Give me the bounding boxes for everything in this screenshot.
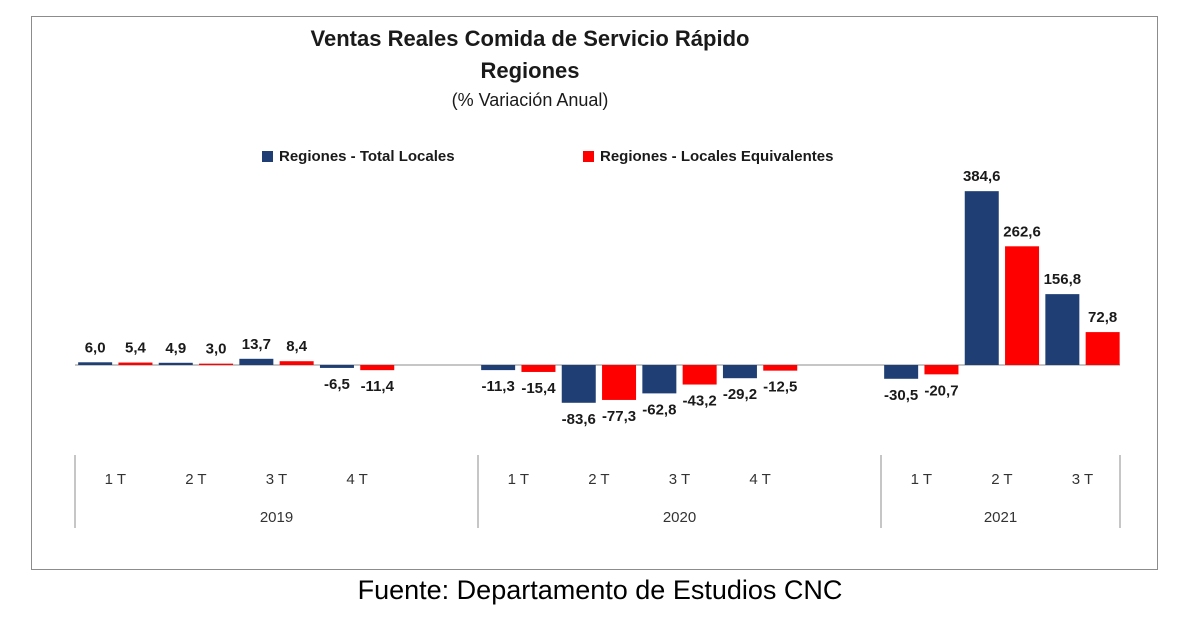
bar-total-locales xyxy=(1045,294,1080,365)
data-label-locales-equivalentes: -77,3 xyxy=(602,408,636,425)
bar-locales-equivalentes xyxy=(1085,332,1120,365)
category-label: 3 T xyxy=(669,471,690,488)
data-label-total-locales: -30,5 xyxy=(884,387,918,404)
legend-label-total-locales: Regiones - Total Locales xyxy=(279,148,455,165)
bar-locales-equivalentes xyxy=(360,365,395,371)
year-label: 2019 xyxy=(260,509,293,526)
data-label-locales-equivalentes: 262,6 xyxy=(1003,223,1041,240)
bar-total-locales xyxy=(722,365,757,379)
chart-subtitle: (% Variación Anual) xyxy=(451,90,609,110)
legend-swatch-total-locales xyxy=(262,151,273,162)
legend-swatch-locales-equivalentes xyxy=(583,151,594,162)
bar-total-locales xyxy=(239,358,274,365)
bar-locales-equivalentes xyxy=(602,365,637,400)
bar-total-locales xyxy=(481,365,516,371)
data-label-total-locales: 13,7 xyxy=(242,336,271,353)
bar-total-locales xyxy=(319,365,354,368)
data-label-total-locales: -11,3 xyxy=(481,378,514,395)
chart-title: Ventas Reales Comida de Servicio Rápido xyxy=(310,26,750,51)
bar-total-locales xyxy=(964,191,999,365)
bar-locales-equivalentes xyxy=(279,361,314,365)
source-note: Fuente: Departamento de Estudios CNC xyxy=(357,575,843,605)
bar-locales-equivalentes xyxy=(1005,246,1040,365)
category-label: 3 T xyxy=(266,471,287,488)
category-label: 1 T xyxy=(105,471,126,488)
bar-locales-equivalentes xyxy=(521,365,556,372)
bar-locales-equivalentes xyxy=(118,362,153,365)
bar-locales-equivalentes xyxy=(199,363,234,365)
category-label: 1 T xyxy=(911,471,932,488)
data-label-total-locales: 156,8 xyxy=(1044,271,1082,288)
data-label-locales-equivalentes: -20,7 xyxy=(924,382,958,399)
data-label-locales-equivalentes: 72,8 xyxy=(1088,309,1117,326)
data-label-total-locales: 4,9 xyxy=(165,340,186,357)
category-label: 3 T xyxy=(1072,471,1093,488)
chart-title-region: Regiones xyxy=(480,58,580,83)
legend-item-total-locales: Regiones - Total Locales xyxy=(262,148,455,165)
bar-locales-equivalentes xyxy=(682,365,717,385)
year-label: 2021 xyxy=(984,509,1017,526)
bar-total-locales xyxy=(561,365,596,403)
data-label-total-locales: -83,6 xyxy=(562,411,596,428)
data-label-total-locales: -62,8 xyxy=(642,401,676,418)
data-label-locales-equivalentes: 3,0 xyxy=(206,341,227,358)
year-label: 2020 xyxy=(663,509,696,526)
data-label-total-locales: -29,2 xyxy=(723,386,757,403)
category-label: 4 T xyxy=(749,471,770,488)
data-label-locales-equivalentes: -43,2 xyxy=(683,393,717,410)
data-label-total-locales: 6,0 xyxy=(85,339,106,356)
category-label: 4 T xyxy=(346,471,367,488)
data-label-total-locales: 384,6 xyxy=(963,168,1001,185)
bar-total-locales xyxy=(884,365,919,379)
bar-total-locales xyxy=(642,365,677,394)
category-label: 2 T xyxy=(991,471,1012,488)
data-label-locales-equivalentes: -12,5 xyxy=(763,379,797,396)
category-label: 1 T xyxy=(508,471,529,488)
legend-item-locales-equivalentes: Regiones - Locales Equivalentes xyxy=(583,148,833,165)
bar-locales-equivalentes xyxy=(924,365,959,375)
category-label: 2 T xyxy=(185,471,206,488)
bar-locales-equivalentes xyxy=(763,365,798,371)
category-label: 2 T xyxy=(588,471,609,488)
data-label-locales-equivalentes: -11,4 xyxy=(361,378,395,395)
data-label-locales-equivalentes: -15,4 xyxy=(521,380,556,397)
bar-total-locales xyxy=(158,362,193,365)
data-label-locales-equivalentes: 8,4 xyxy=(286,338,308,355)
bar-total-locales xyxy=(78,362,113,365)
data-label-total-locales: -6,5 xyxy=(324,376,350,393)
data-label-locales-equivalentes: 5,4 xyxy=(125,340,147,357)
legend-label-locales-equivalentes: Regiones - Locales Equivalentes xyxy=(600,148,834,165)
